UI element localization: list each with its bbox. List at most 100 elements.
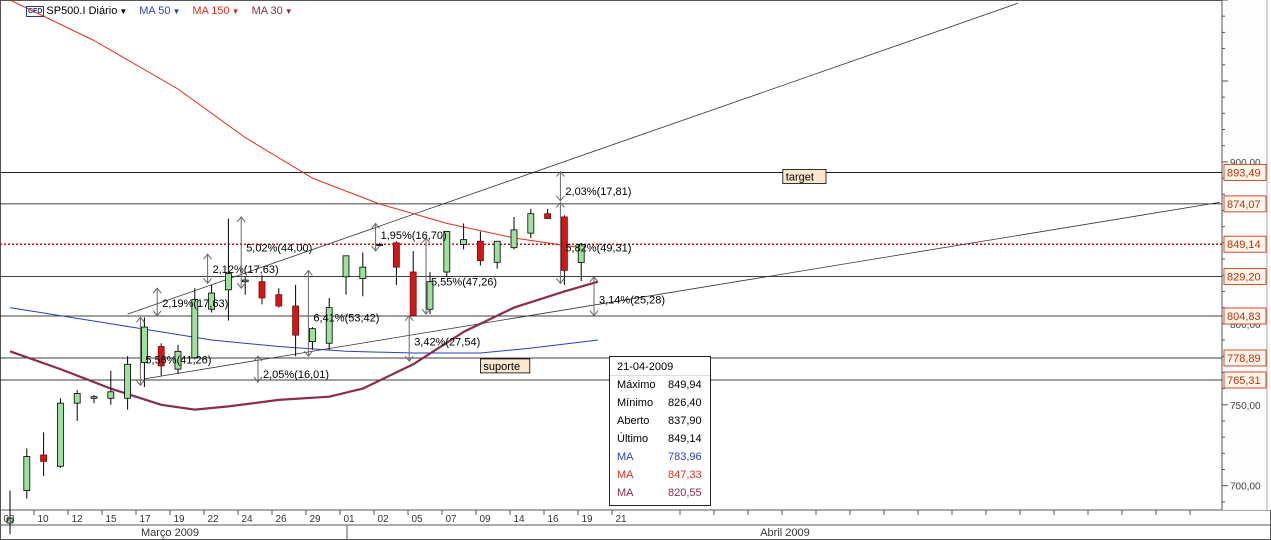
cfd-icon: CFD — [26, 5, 45, 17]
trendline — [127, 2, 1019, 315]
measure-arrow-head — [404, 355, 414, 362]
measure-label: 5,55%(47,26) — [431, 277, 497, 289]
measure-label: 5,82%(49,31) — [565, 243, 631, 255]
moving-average-line — [9, 280, 599, 411]
measure-arrow-head — [253, 376, 263, 383]
measure-label: 2,19%(17,63) — [162, 298, 228, 310]
level-price-label: 849,14 — [1227, 239, 1261, 251]
measure-label: 5,02%(44,00) — [246, 243, 312, 255]
measure-label: 6,41%(53,42) — [313, 312, 379, 324]
x-tick-label: 08 — [3, 514, 15, 525]
symbol-label: SP500.I Diário — [46, 5, 118, 17]
ma-150-label: MA 150 — [192, 5, 230, 17]
measure-label: 3,14%(25,28) — [599, 295, 665, 307]
info-value: 820,55 — [668, 487, 702, 499]
candle-body — [23, 456, 31, 491]
info-row-last: Último 849,14 — [610, 430, 710, 448]
info-row-low: Mínimo 826,40 — [610, 394, 710, 412]
chart-header: CFD SP500.I Diário ▼ MA 50 ▼ MA 150 ▼ MA… — [26, 4, 293, 18]
candle-body — [157, 346, 165, 367]
ma-30-label: MA 30 — [251, 5, 283, 17]
measure-arrow-head — [203, 253, 212, 260]
x-tick-label: 01 — [343, 514, 355, 525]
level-price-label: 765,31 — [1227, 375, 1261, 387]
chevron-down-icon: ▼ — [119, 6, 128, 16]
measure-arrow-head — [203, 278, 212, 285]
measure-arrow-head — [136, 380, 145, 387]
moving-average-line — [9, 307, 599, 354]
measure-label: 2,12%(17,63) — [213, 264, 279, 276]
measure-arrow-head — [304, 350, 313, 357]
candle-body — [224, 273, 232, 291]
y-tick-label: 800,00 — [1230, 320, 1261, 331]
measure-label: 5,56%(41,26) — [145, 354, 211, 366]
ma-30-selector[interactable]: MA 30 ▼ — [252, 5, 293, 17]
level-price-label: 829,20 — [1227, 272, 1261, 284]
chevron-down-icon: ▼ — [284, 6, 293, 16]
candle-body — [544, 213, 551, 219]
candle-body — [6, 517, 14, 524]
level-price-label: 778,89 — [1227, 353, 1261, 365]
measure-arrow-head — [371, 245, 380, 252]
candle-body — [561, 216, 568, 271]
info-date: 21-04-2009 — [610, 357, 710, 376]
candle-body — [493, 240, 501, 263]
info-row-high: Máximo 849,94 — [610, 376, 710, 394]
measure-arrow-head — [404, 314, 414, 322]
measure-arrow-head — [152, 310, 162, 317]
info-value: 849,94 — [668, 379, 702, 391]
moving-average-line — [9, 0, 582, 249]
candle-body — [292, 305, 300, 336]
level-price-box — [1223, 307, 1267, 325]
info-panel: 21-04-2009 Máximo 849,94 Mínimo 826,40 Abe… — [609, 356, 711, 506]
measure-label: 2,05%(16,01) — [263, 369, 329, 381]
candle-body — [107, 391, 115, 399]
candle-body — [510, 229, 518, 249]
x-tick-label: 02 — [377, 514, 389, 525]
x-tick-label: 24 — [241, 514, 253, 525]
candle-body — [73, 393, 81, 404]
candle-body — [191, 299, 199, 359]
x-tick-label: 21 — [615, 514, 627, 525]
candle-body — [174, 350, 182, 370]
candle-body — [258, 281, 266, 299]
measure-arrow-head — [136, 316, 145, 323]
info-label: MA — [617, 487, 634, 499]
candle-body — [57, 402, 64, 467]
measure-arrow-head — [236, 216, 246, 223]
level-price-label: 804,83 — [1227, 311, 1261, 323]
candle-body — [460, 239, 468, 245]
info-label: MA — [617, 469, 634, 481]
candle-body — [359, 266, 367, 279]
candle-body — [527, 213, 535, 234]
measure-arrow-head — [589, 276, 599, 283]
candle-body — [124, 363, 131, 399]
ma-50-selector[interactable]: MA 50 ▼ — [139, 5, 180, 17]
level-price-box — [1223, 268, 1267, 286]
x-tick-label: 14 — [513, 514, 525, 525]
candle-body — [308, 328, 316, 343]
info-label: Aberto — [617, 415, 650, 427]
info-value: 783,96 — [668, 451, 702, 463]
candle-body — [376, 244, 384, 246]
measure-label: 2,03%(17,81) — [565, 186, 631, 198]
candle-body — [325, 307, 333, 344]
symbol-selector[interactable]: CFD SP500.I Diário ▼ — [26, 5, 127, 17]
price-axis-bg — [1222, 0, 1271, 510]
info-row-ma30: MA 820,55 — [610, 484, 710, 502]
chevron-down-icon: ▼ — [231, 6, 240, 16]
info-value: 837,90 — [668, 415, 702, 427]
level-price-label: 893,49 — [1227, 167, 1261, 179]
measure-arrow-head — [556, 170, 565, 177]
ma-150-selector[interactable]: MA 150 ▼ — [192, 5, 239, 17]
y-tick-label: 700,00 — [1230, 482, 1261, 493]
measure-arrow-head — [421, 308, 431, 315]
candle-body — [577, 243, 585, 263]
measure-label: 1,95%(16,70) — [381, 230, 447, 242]
candle-body — [90, 396, 98, 399]
level-price-label: 874,07 — [1227, 199, 1261, 211]
info-value: 849,14 — [668, 433, 702, 445]
candle-body — [275, 294, 283, 307]
measure-arrow-head — [421, 237, 431, 244]
